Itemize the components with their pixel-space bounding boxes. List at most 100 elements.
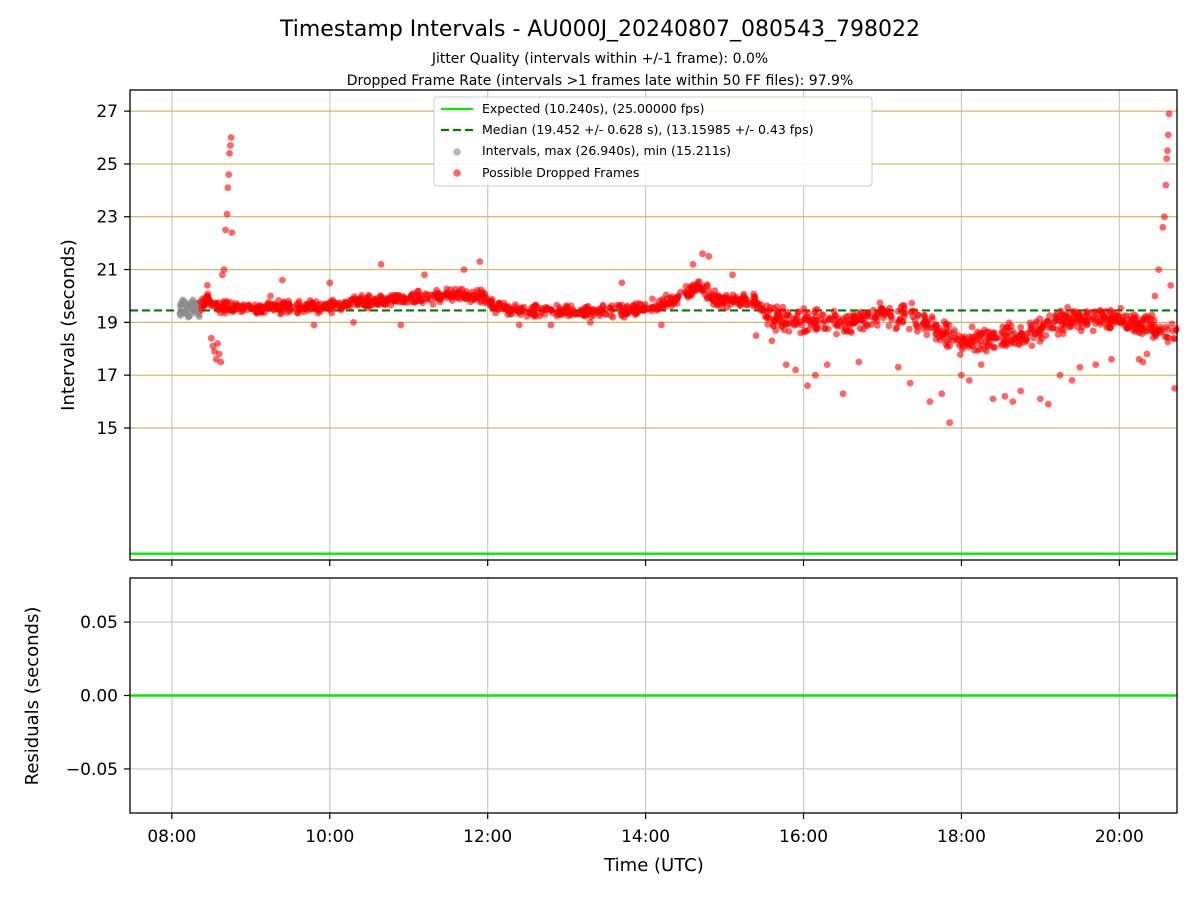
dropped-frame-point [758, 301, 765, 309]
dropped-frame-point [538, 306, 546, 314]
dropped-frame-point [285, 297, 292, 305]
dropped-frame-outlier [1162, 181, 1170, 189]
dropped-frame-point [856, 324, 864, 332]
dropped-frame-outlier [1167, 282, 1175, 289]
dropped-frame-outlier [1171, 385, 1178, 392]
dropped-frame-outlier [279, 276, 286, 284]
dropped-frame-point [932, 321, 940, 329]
dropped-frame-point [846, 322, 854, 329]
dropped-frame-outlier [1165, 110, 1173, 118]
dropped-frame-point [800, 305, 808, 312]
dropped-frame-point [688, 285, 695, 293]
dropped-frame-point [772, 314, 779, 322]
dropped-frame-point [681, 288, 689, 296]
dropped-frame-outlier [1164, 147, 1171, 155]
dropped-frame-point [602, 311, 610, 318]
dropped-frame-point [942, 321, 950, 329]
dropped-frame-point [871, 315, 879, 323]
dropped-frame-point [547, 306, 555, 314]
residuals-y-tick-label: −0.05 [66, 760, 118, 780]
dropped-frame-point [772, 327, 780, 334]
dropped-frame-point [888, 313, 895, 320]
dropped-frame-point [913, 321, 921, 329]
dropped-frame-point [894, 307, 902, 315]
dropped-frame-outlier [267, 292, 274, 300]
dropped-frame-point [1057, 307, 1065, 315]
intervals-y-tick-label: 21 [96, 261, 118, 281]
dropped-frame-point [820, 318, 828, 326]
intervals-y-tick-label: 15 [96, 419, 118, 439]
dropped-frame-point [418, 292, 426, 299]
dropped-frame-outlier [768, 337, 776, 345]
dropped-frame-point [969, 342, 976, 350]
dropped-frame-point [1148, 311, 1156, 319]
dropped-frame-point [1117, 304, 1125, 312]
dropped-frame-outlier [1164, 131, 1172, 139]
dropped-frame-point [432, 294, 440, 302]
dropped-frame-point [908, 299, 916, 307]
dropped-frame-point [1070, 317, 1077, 325]
dropped-frame-outlier [326, 279, 334, 287]
dropped-frame-point [963, 338, 971, 346]
dropped-frame-point [1006, 340, 1014, 347]
dropped-frame-point [1023, 336, 1031, 344]
dropped-frame-point [668, 293, 676, 300]
dropped-frame-outlier [226, 142, 234, 149]
dropped-frame-point [488, 297, 495, 305]
dropped-frame-outlier [1001, 392, 1009, 400]
intervals-plot-frame [129, 89, 1178, 561]
dropped-frame-point [1164, 338, 1172, 346]
dropped-frame-point [1108, 316, 1115, 324]
intervals-y-tick-label: 27 [96, 102, 118, 122]
dropped-frame-point [811, 309, 819, 316]
dropped-frame-point [240, 301, 247, 308]
dropped-frame-outlier [223, 210, 231, 218]
chart-subtitle-dropped: Dropped Frame Rate (intervals >1 frames … [347, 73, 854, 89]
dropped-frame-point [495, 301, 502, 308]
dropped-frame-point [1164, 326, 1172, 333]
dropped-frame-point [999, 340, 1007, 348]
dropped-frame-outlier [1139, 358, 1147, 366]
dropped-frame-point [630, 301, 637, 309]
dropped-frame-point [762, 313, 770, 321]
dropped-frame-outlier [222, 226, 229, 234]
dropped-frame-outlier [310, 321, 318, 329]
dropped-frame-point [532, 312, 540, 320]
legend-box [433, 96, 873, 187]
dropped-frame-point [581, 312, 589, 319]
dropped-frame-point [878, 309, 886, 317]
dropped-frame-outlier [397, 321, 405, 329]
dropped-frame-point [364, 295, 371, 303]
dropped-frame-point [1107, 306, 1114, 314]
dropped-frame-point [273, 302, 281, 309]
dropped-frame-outlier [1143, 350, 1151, 358]
legend-intervals-marker [453, 148, 461, 156]
dropped-frame-point [1144, 317, 1152, 325]
legend-item-intervals: Intervals, max (26.940s), min (15.211s) [453, 143, 731, 158]
dropped-frame-outlier [1092, 361, 1100, 368]
dropped-frame-outlier [782, 361, 790, 368]
dropped-frame-point [797, 329, 805, 337]
dropped-frame-outlier [855, 358, 863, 366]
dropped-frame-point [659, 296, 666, 303]
dropped-frame-outlier [965, 377, 973, 384]
dropped-frame-outlier [515, 321, 523, 329]
dropped-frame-point [1126, 316, 1134, 324]
dropped-frame-outlier [476, 258, 484, 265]
dropped-frame-point [1016, 339, 1023, 347]
dropped-frame-point [885, 322, 893, 330]
dropped-frame-outlier [804, 382, 811, 390]
dropped-frame-point [787, 319, 794, 327]
intervals-points [176, 110, 1180, 427]
dropped-frame-point [990, 343, 998, 351]
dropped-frame-point [1089, 314, 1097, 322]
dropped-frame-point [716, 294, 724, 302]
dropped-frame-point [999, 335, 1007, 343]
dropped-frame-point [640, 304, 647, 311]
dropped-frame-point [234, 301, 242, 309]
dropped-frame-point [563, 305, 570, 312]
dropped-frame-point [408, 291, 416, 299]
dropped-frame-point [1040, 319, 1047, 327]
dropped-frame-outlier [1108, 355, 1115, 363]
